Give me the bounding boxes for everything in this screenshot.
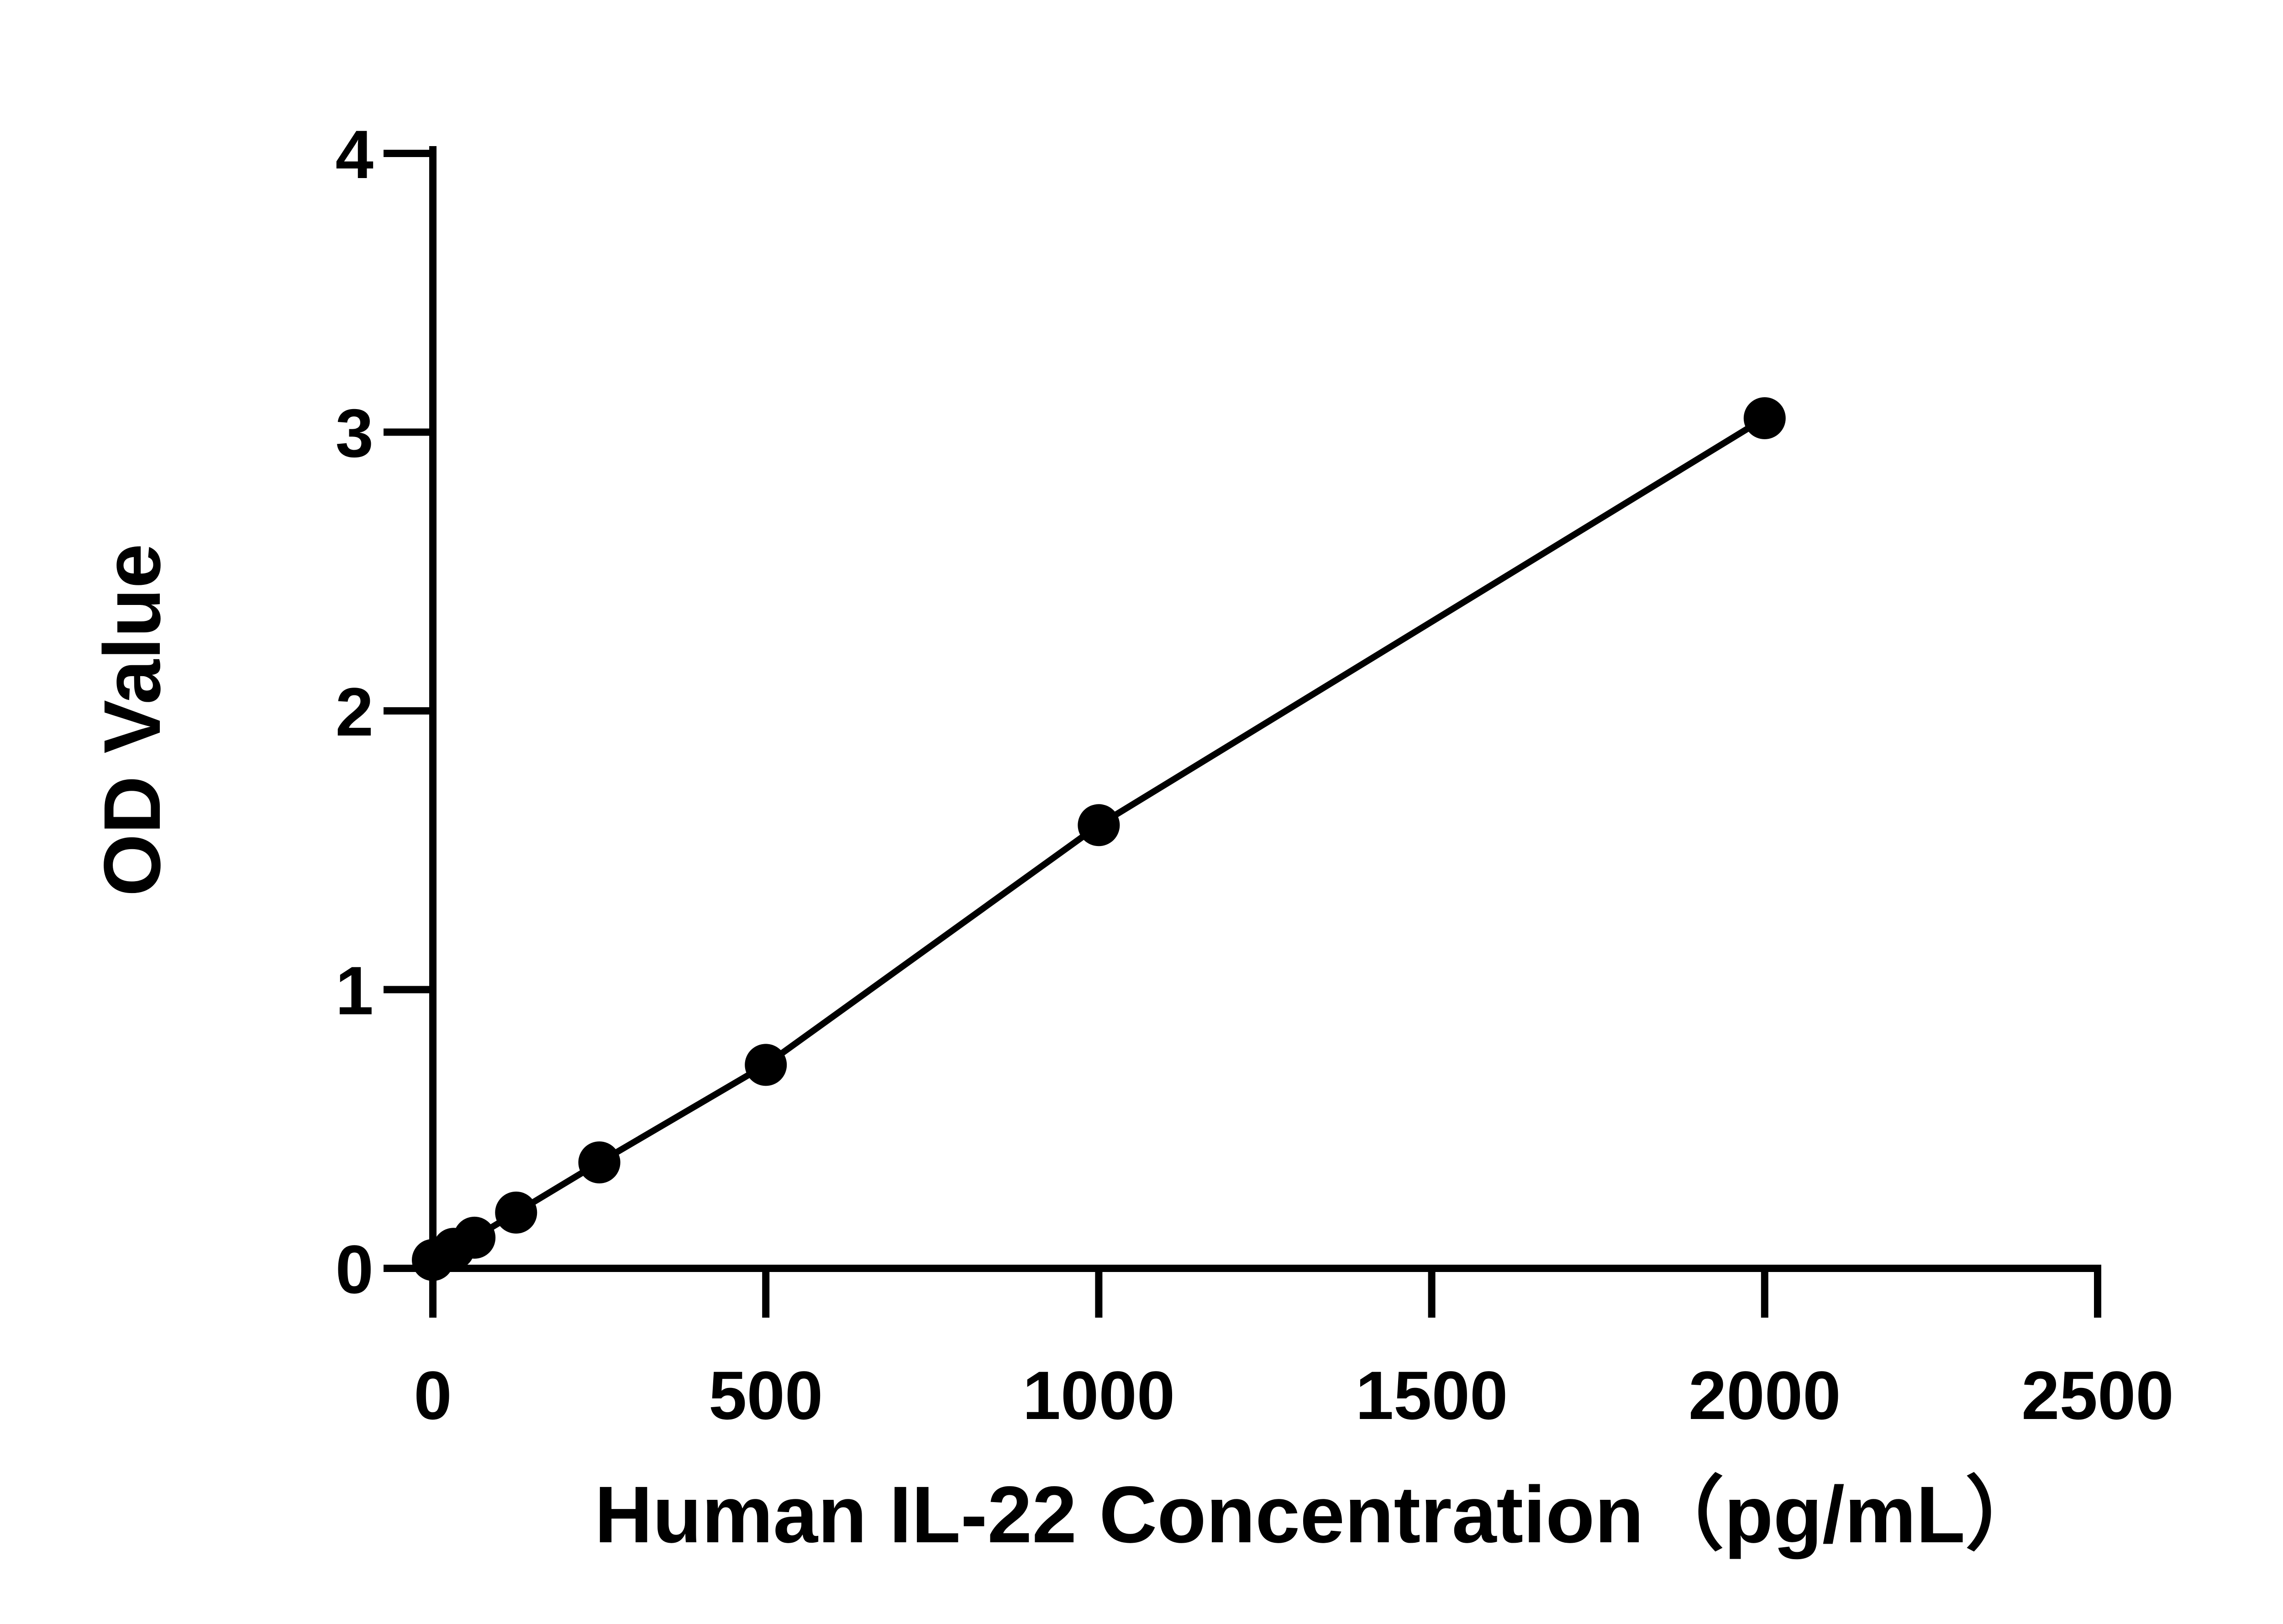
y-tick-label: 4 xyxy=(336,116,373,193)
y-axis-title: OD Value xyxy=(88,544,177,897)
data-point xyxy=(453,1216,496,1259)
data-point xyxy=(745,1044,787,1086)
y-tick-label: 2 xyxy=(336,673,373,750)
y-tick-label: 0 xyxy=(336,1231,373,1308)
x-tick-label: 0 xyxy=(414,1357,452,1434)
x-tick-label: 2500 xyxy=(2021,1357,2174,1434)
x-tick-label: 500 xyxy=(709,1357,823,1434)
data-point xyxy=(1078,804,1120,846)
data-point xyxy=(495,1191,537,1234)
series-group xyxy=(412,397,1786,1281)
y-tick-label: 1 xyxy=(336,952,373,1029)
x-tick-label: 1000 xyxy=(1023,1357,1175,1434)
axes xyxy=(384,146,2101,1276)
y-axis-ticks: 0 1 2 3 4 xyxy=(336,116,433,1308)
x-axis-ticks: 0 500 1000 1500 2000 2500 xyxy=(414,1268,2174,1434)
x-axis-title: Human IL-22 Concentration（pg/mL） xyxy=(594,1470,2046,1560)
data-point xyxy=(578,1141,621,1184)
x-tick-label: 1500 xyxy=(1356,1357,1508,1434)
data-point xyxy=(1743,397,1786,439)
y-tick-label: 3 xyxy=(336,395,373,472)
x-tick-label: 2000 xyxy=(1689,1357,1841,1434)
